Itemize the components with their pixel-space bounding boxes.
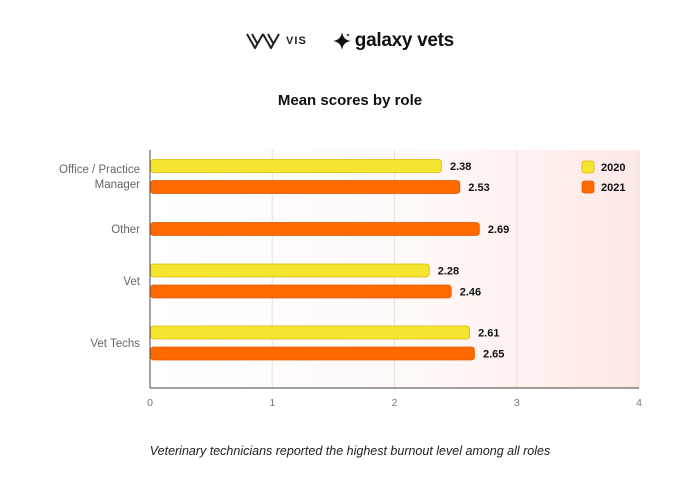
legend-swatch-2021 bbox=[581, 180, 595, 194]
sparkle-icon bbox=[332, 32, 351, 50]
bar-2021 bbox=[150, 180, 461, 194]
y-category-label: Other bbox=[111, 224, 140, 236]
x-tick-label: 1 bbox=[269, 397, 275, 409]
bar-2020 bbox=[150, 159, 442, 173]
bar-value-label: 2.53 bbox=[468, 182, 489, 194]
bar-value-label: 2.46 bbox=[460, 287, 481, 299]
bar-2021 bbox=[150, 346, 475, 361]
logo-bar: VIS galaxy vets bbox=[0, 30, 700, 52]
vis-logo: VIS bbox=[246, 33, 307, 49]
legend-swatch-2020 bbox=[581, 160, 595, 174]
x-tick-label: 4 bbox=[636, 397, 642, 409]
legend-label-2020: 2020 bbox=[601, 162, 625, 174]
y-category-label: Vet bbox=[123, 276, 140, 288]
legend-label-2021: 2021 bbox=[601, 182, 625, 194]
bar-2020 bbox=[150, 325, 470, 340]
x-tick-label: 3 bbox=[514, 397, 520, 409]
chart-caption: Veterinary technicians reported the high… bbox=[149, 444, 551, 458]
x-tick-label: 2 bbox=[392, 397, 398, 409]
chart-title: Mean scores by role bbox=[277, 92, 423, 109]
vis-chevron-icon bbox=[246, 33, 280, 49]
bar-value-label: 2.69 bbox=[488, 224, 509, 236]
y-category-label: Office / Practice Manager bbox=[59, 164, 140, 191]
galaxy-vets-logo-text: galaxy vets bbox=[354, 30, 454, 51]
bar-value-label: 2.61 bbox=[478, 328, 499, 340]
bar-value-label: 2.65 bbox=[483, 349, 504, 361]
bar-2021 bbox=[150, 222, 480, 236]
x-tick-label: 0 bbox=[147, 397, 153, 409]
vis-logo-text: VIS bbox=[286, 35, 307, 47]
bar-value-label: 2.38 bbox=[450, 161, 471, 173]
bar-2021 bbox=[150, 284, 452, 299]
bar-value-label: 2.28 bbox=[438, 266, 459, 278]
galaxy-vets-logo: galaxy vets bbox=[332, 30, 454, 52]
bar-2020 bbox=[150, 263, 430, 278]
y-category-label: Vet Techs bbox=[90, 338, 140, 350]
